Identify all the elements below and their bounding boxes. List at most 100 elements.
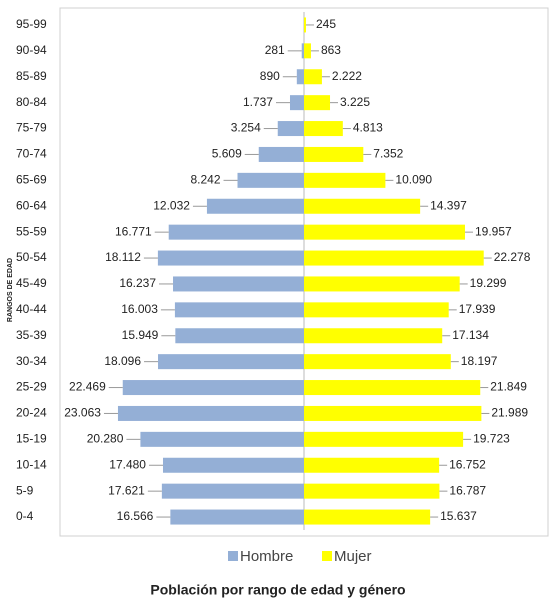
data-label: 16.771 [115,224,152,238]
bar [277,121,304,137]
bar [157,250,304,266]
bar [304,43,311,59]
data-label: 16.752 [449,457,486,471]
bar [304,69,322,85]
data-label: 3.254 [231,121,261,135]
data-label: 10.090 [395,173,432,187]
bar [304,172,386,188]
y-tick-label: 35-39 [16,328,47,342]
bar [304,431,464,447]
y-tick-label: 10-14 [16,457,47,471]
bar [304,146,364,162]
data-label: 17.939 [459,302,496,316]
data-label: 863 [321,43,341,57]
y-tick-label: 15-19 [16,432,47,446]
bar [304,405,482,421]
bar [304,276,460,292]
bar [304,121,343,137]
data-label: 19.723 [473,432,510,446]
bar [175,328,304,344]
chart-title: Población por rango de edad y género [150,582,405,598]
bar [161,483,304,499]
y-tick-label: 25-29 [16,380,47,394]
data-label: 22.469 [69,380,106,394]
y-tick-label: 65-69 [16,173,47,187]
data-label: 16.237 [119,276,156,290]
data-label: 12.032 [153,198,190,212]
bar [289,95,304,111]
y-tick-label: 80-84 [16,95,47,109]
data-label: 3.225 [340,95,370,109]
data-label: 19.957 [475,224,512,238]
bar [301,43,304,59]
bar [206,198,304,214]
bar [158,354,304,370]
data-label: 890 [260,69,280,83]
bar [122,380,305,396]
y-tick-label: 95-99 [16,17,47,31]
bar [304,198,421,214]
data-label: 18.096 [104,354,141,368]
data-label: 15.637 [440,509,477,523]
data-label: 16.003 [121,302,158,316]
data-label: 15.949 [122,328,159,342]
data-label: 21.989 [491,406,528,420]
bar [304,250,484,266]
y-tick-label: 5-9 [16,483,34,497]
data-label: 4.813 [353,121,383,135]
data-label: 281 [265,43,285,57]
y-tick-label: 55-59 [16,224,47,238]
data-label: 7.352 [373,147,403,161]
data-label: 8.242 [190,173,220,187]
legend-swatch [322,551,332,561]
bar [304,95,331,111]
data-label: 14.397 [430,198,467,212]
y-tick-label: 40-44 [16,302,47,316]
y-tick-label: 50-54 [16,250,47,264]
bar [162,457,304,473]
bar [304,302,449,318]
bar [304,509,431,525]
data-label: 18.197 [461,354,498,368]
data-label: 16.566 [117,509,154,523]
y-axis-label: RANGOS DE EDAD [7,258,14,322]
plot-frame [59,7,549,537]
data-label: 18.112 [105,250,141,264]
y-tick-label: 0-4 [16,509,34,523]
data-label: 20.280 [87,432,124,446]
bar [304,354,451,370]
bar [174,302,304,318]
bar [304,483,440,499]
legend-label: Mujer [334,548,372,565]
y-tick-label: 70-74 [16,147,47,161]
data-label: 21.849 [490,380,527,394]
bar [304,17,306,33]
bar [117,405,304,421]
y-tick-label: 20-24 [16,406,47,420]
bar [304,380,481,396]
data-label: 17.480 [109,457,146,471]
y-tick-label: 30-34 [16,354,47,368]
data-label: 22.278 [494,250,531,264]
legend-swatch [228,551,238,561]
bar [304,224,465,240]
data-label: 5.609 [212,147,242,161]
data-label: 17.621 [108,483,145,497]
y-tick-label: 85-89 [16,69,47,83]
y-tick-label: 45-49 [16,276,47,290]
bar [296,69,304,85]
data-label: 16.787 [449,483,486,497]
data-label: 17.134 [452,328,489,342]
bar [173,276,304,292]
legend-label: Hombre [240,548,293,565]
bar [258,146,304,162]
data-label: 245 [316,17,336,31]
y-tick-label: 60-64 [16,198,47,212]
data-label: 19.299 [470,276,507,290]
bar [140,431,304,447]
y-tick-label: 75-79 [16,121,47,135]
y-tick-label: 90-94 [16,43,47,57]
bar [237,172,304,188]
bar [170,509,304,525]
